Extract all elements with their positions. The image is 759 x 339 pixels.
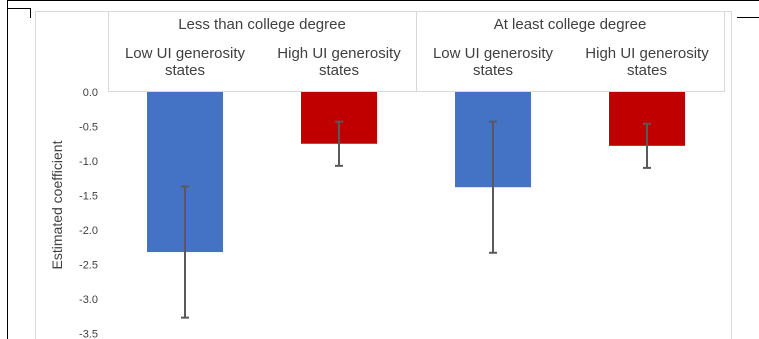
bars	[147, 92, 685, 253]
y-tick-label: -0.5	[79, 122, 98, 134]
group-label: At least college degree	[494, 16, 647, 33]
group-labels: Less than college degree At least college…	[178, 16, 646, 33]
error-bars	[181, 120, 651, 319]
y-tick-label: -1.5	[79, 191, 98, 203]
y-tick-label: -3.0	[79, 294, 98, 306]
category-label: states	[319, 62, 359, 79]
category-label: states	[473, 62, 513, 79]
category-label: Low UI generosity	[433, 45, 554, 62]
y-tick-label: 0.0	[83, 87, 98, 99]
category-label: High UI generosity	[585, 45, 709, 62]
y-tick-label: -2.0	[79, 225, 98, 237]
group-label: Less than college degree	[178, 16, 346, 33]
category-label: High UI generosity	[277, 45, 401, 62]
category-label: states	[627, 62, 667, 79]
y-axis-title: Estimated coefficient	[49, 140, 65, 269]
y-axis-ticks: 0.0 -0.5 -1.0 -1.5 -2.0 -2.5 -3.0 -3.5	[79, 87, 98, 339]
y-tick-label: -2.5	[79, 260, 98, 272]
y-tick-label: -3.5	[79, 329, 98, 339]
category-label: Low UI generosity	[125, 45, 246, 62]
y-tick-label: -1.0	[79, 156, 98, 168]
category-label: states	[165, 62, 205, 79]
